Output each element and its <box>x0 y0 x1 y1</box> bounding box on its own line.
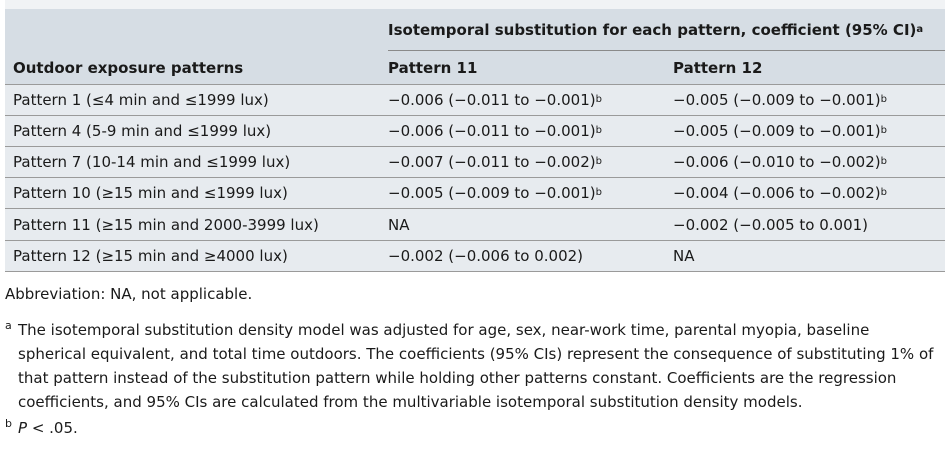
table-row: Pattern 1 (≤4 min and ≤1999 lux) −0.006 … <box>5 84 945 115</box>
table-row: Pattern 10 (≥15 min and ≤1999 lux) −0.00… <box>5 177 945 208</box>
pattern-12-cell: NA <box>673 247 695 265</box>
pattern-12-cell: −0.004 (−0.006 to −0.002) b <box>673 184 887 202</box>
p-value-symbol: P <box>18 419 28 437</box>
table-row: Pattern 12 (≥15 min and ≥4000 lux) −0.00… <box>5 240 945 272</box>
header-outdoor-patterns: Outdoor exposure patterns <box>13 58 244 77</box>
table-top-band <box>5 0 945 9</box>
pattern-11-cell: −0.006 (−0.011 to −0.001) b <box>388 91 602 109</box>
pattern-cell: Pattern 4 (5-9 min and ≤1999 lux) <box>13 122 272 140</box>
table-row: Pattern 7 (10-14 min and ≤1999 lux) −0.0… <box>5 146 945 177</box>
table-row: Pattern 11 (≥15 min and 2000-3999 lux) N… <box>5 208 945 240</box>
header-pattern-12: Pattern 12 <box>673 58 763 77</box>
footnote-a-text: The isotemporal substitution density mod… <box>18 321 934 411</box>
table-header: Isotemporal substitution for each patter… <box>5 9 945 84</box>
pattern-11-cell: −0.005 (−0.009 to −0.001) b <box>388 184 602 202</box>
group-header: Isotemporal substitution for each patter… <box>388 21 924 39</box>
results-table: Isotemporal substitution for each patter… <box>5 0 945 272</box>
pattern-12-cell: −0.006 (−0.010 to −0.002) b <box>673 153 887 171</box>
pattern-12-cell: −0.005 (−0.009 to −0.001) b <box>673 122 887 140</box>
table-row: Pattern 4 (5-9 min and ≤1999 lux) −0.006… <box>5 115 945 146</box>
group-header-rule <box>388 50 945 51</box>
abbreviation-note: Abbreviation: NA, not applicable. <box>5 285 253 303</box>
pattern-cell: Pattern 7 (10-14 min and ≤1999 lux) <box>13 153 291 171</box>
footnote-b-marker: b <box>5 417 12 430</box>
pattern-cell: Pattern 1 (≤4 min and ≤1999 lux) <box>13 91 269 109</box>
pattern-12-cell: −0.005 (−0.009 to −0.001) b <box>673 91 887 109</box>
pattern-cell: Pattern 11 (≥15 min and 2000-3999 lux) <box>13 215 319 234</box>
pattern-11-cell: −0.006 (−0.011 to −0.001) b <box>388 122 602 140</box>
pattern-11-cell: −0.007 (−0.011 to −0.002) b <box>388 153 602 171</box>
pattern-cell: Pattern 10 (≥15 min and ≤1999 lux) <box>13 184 288 202</box>
footnote-a: a The isotemporal substitution density m… <box>5 318 938 414</box>
footnote-a-marker: a <box>5 319 12 332</box>
footnote-b-text: < .05. <box>27 419 78 437</box>
pattern-12-cell: −0.002 (−0.005 to 0.001) <box>673 215 869 234</box>
pattern-11-cell: −0.002 (−0.006 to 0.002) <box>388 247 584 265</box>
footnote-b: b P < .05. <box>5 416 78 440</box>
pattern-11-cell: NA <box>388 215 410 234</box>
header-pattern-11: Pattern 11 <box>388 58 478 77</box>
pattern-cell: Pattern 12 (≥15 min and ≥4000 lux) <box>13 247 288 265</box>
